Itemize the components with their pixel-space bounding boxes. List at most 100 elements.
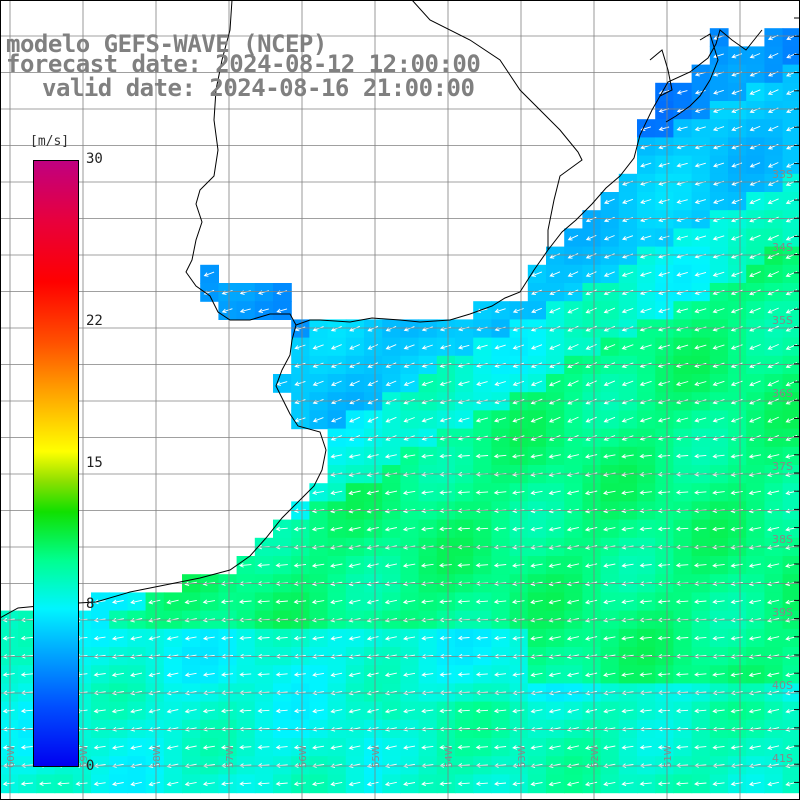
wind-arrow xyxy=(385,380,397,387)
wind-arrow xyxy=(439,635,452,641)
wind-arrow xyxy=(239,635,252,641)
wind-arrow xyxy=(767,745,780,750)
wind-arrow xyxy=(748,563,761,568)
wind-arrow xyxy=(348,745,361,750)
wind-arrow xyxy=(475,708,489,714)
wind-arrow xyxy=(567,416,579,423)
wind-arrow xyxy=(457,635,470,641)
wind-arrow xyxy=(349,325,360,332)
wind-arrow xyxy=(20,635,33,641)
colorbar-tick-label: 22 xyxy=(86,312,103,329)
colorbar-tick-label: 8 xyxy=(86,596,95,613)
wind-arrow xyxy=(421,708,434,714)
wind-arrow xyxy=(93,635,106,641)
wind-arrow xyxy=(93,745,106,750)
wind-arrow xyxy=(275,526,288,532)
wind-arrow xyxy=(312,708,324,714)
wind-arrow xyxy=(657,599,671,605)
wind-arrow xyxy=(566,636,580,641)
wind-arrow xyxy=(657,708,670,714)
wind-arrow xyxy=(584,599,598,605)
wind-arrow xyxy=(20,781,33,787)
wind-arrow xyxy=(675,708,689,714)
wind-arrow xyxy=(239,672,252,677)
wind-arrow xyxy=(511,599,525,605)
wind-arrow xyxy=(767,708,780,714)
latitude-label: 38S xyxy=(772,533,793,546)
wind-arrow xyxy=(712,708,725,714)
wind-arrow xyxy=(457,490,470,495)
wind-arrow xyxy=(549,253,561,259)
wind-arrow xyxy=(585,416,597,423)
wind-arrow xyxy=(348,636,361,641)
wind-arrow xyxy=(749,307,761,314)
wind-arrow xyxy=(658,308,670,314)
wind-arrow xyxy=(567,271,579,277)
wind-arrow xyxy=(639,745,652,750)
colorbar-tick-label: 30 xyxy=(86,151,103,167)
longitude-label: 51W xyxy=(663,745,674,768)
interior-border xyxy=(411,0,583,250)
wind-arrow xyxy=(621,745,634,750)
wind-arrow xyxy=(567,325,579,332)
wind-arrow xyxy=(385,416,397,423)
wind-arrow xyxy=(475,745,489,750)
wind-arrow xyxy=(675,744,689,750)
wind-arrow xyxy=(567,307,579,314)
wind-arrow xyxy=(713,198,725,204)
wind-arrow xyxy=(384,563,397,568)
wind-arrow xyxy=(348,563,361,568)
wind-arrow xyxy=(566,490,580,496)
wind-arrow xyxy=(439,417,452,423)
wind-arrow xyxy=(712,526,725,532)
wind-arrow xyxy=(639,672,652,677)
wind-arrow xyxy=(348,454,361,459)
wind-arrow xyxy=(731,216,743,223)
wind-arrow xyxy=(749,253,761,259)
wind-arrow xyxy=(603,271,615,277)
wind-arrow xyxy=(257,672,270,677)
wind-arrow xyxy=(675,599,689,605)
wind-arrow xyxy=(2,745,15,750)
wind-arrow xyxy=(694,199,706,204)
wind-arrow xyxy=(658,90,670,95)
wind-arrow xyxy=(584,490,598,496)
wind-arrow xyxy=(622,253,634,259)
wind-arrow xyxy=(457,563,470,568)
wind-arrow xyxy=(621,490,634,496)
wind-arrow xyxy=(475,781,488,787)
wind-arrow xyxy=(220,745,234,750)
wind-arrow xyxy=(257,708,270,714)
wind-arrow xyxy=(166,781,179,787)
wind-arrow xyxy=(530,490,543,496)
wind-arrow xyxy=(512,708,525,714)
wind-arrow xyxy=(730,781,743,787)
wind-arrow xyxy=(111,781,124,787)
wind-arrow xyxy=(730,235,743,241)
wind-arrow xyxy=(749,125,761,132)
longitude-label: 56W xyxy=(298,745,309,768)
wind-arrow xyxy=(220,599,234,605)
wind-arrow xyxy=(421,526,434,532)
wind-arrow xyxy=(693,563,707,568)
wind-arrow xyxy=(330,325,342,332)
wind-arrow xyxy=(566,454,580,459)
wind-arrow xyxy=(202,599,216,605)
wind-arrow xyxy=(548,416,561,423)
wind-arrow xyxy=(439,381,452,387)
wind-arrow xyxy=(585,216,597,223)
wind-arrow xyxy=(657,781,670,787)
wind-arrow xyxy=(530,326,543,332)
wind-arrow xyxy=(585,307,597,314)
wind-arrow xyxy=(730,599,743,605)
colorbar xyxy=(33,160,79,767)
wind-arrow xyxy=(694,490,707,495)
wind-arrow xyxy=(421,781,434,787)
wind-arrow xyxy=(349,344,360,350)
wind-arrow xyxy=(312,490,325,495)
wind-arrow xyxy=(713,162,725,168)
wind-arrow xyxy=(457,417,470,423)
wind-arrow xyxy=(603,636,616,641)
wind-arrow xyxy=(512,308,524,314)
wind-arrow xyxy=(749,289,761,296)
